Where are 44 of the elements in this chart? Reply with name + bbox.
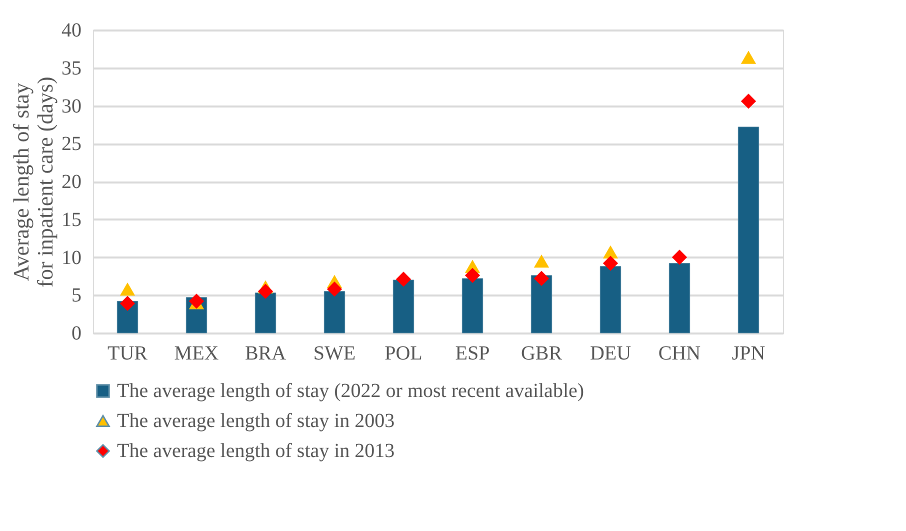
- point: [464, 268, 480, 284]
- x-tick-label: CHN: [658, 342, 701, 364]
- bar: [392, 280, 414, 334]
- x-tick-label: JPN: [732, 342, 766, 364]
- y-tick-label: 35: [62, 57, 82, 80]
- y-tick-label: 10: [62, 246, 82, 269]
- point: [740, 94, 756, 109]
- point: [326, 281, 342, 297]
- x-tick-label: POL: [384, 342, 422, 364]
- point: [396, 272, 412, 287]
- y-tick-label: 25: [62, 133, 82, 156]
- point: [602, 245, 618, 259]
- point: [534, 254, 550, 268]
- legend-label: The average length of stay in 2003: [117, 410, 395, 432]
- point: [740, 50, 756, 64]
- x-tick-label: DEU: [590, 342, 632, 364]
- bar: [738, 126, 760, 334]
- x-tick-label: ESP: [455, 342, 490, 364]
- bar: [254, 292, 276, 334]
- y-tick-label: 30: [62, 95, 82, 118]
- point: [534, 270, 550, 286]
- bar: [462, 278, 484, 334]
- legend-label: The average length of stay (2022 or most recent available): [117, 380, 584, 402]
- y-tick-label: 15: [62, 208, 82, 231]
- y-tick-label: 0: [72, 322, 82, 344]
- x-tick-label: GBR: [520, 342, 563, 364]
- point: [258, 284, 274, 299]
- point: [120, 282, 136, 296]
- point: [120, 296, 136, 312]
- bar: [668, 263, 690, 334]
- x-tick-label: SWE: [313, 342, 356, 364]
- bar: [600, 266, 622, 334]
- legend-label: The average length of stay in 2013: [117, 440, 395, 462]
- y-tick-label: 20: [62, 171, 82, 193]
- x-tick-label: BRA: [244, 342, 287, 364]
- bar: [324, 291, 346, 334]
- bar: [530, 275, 552, 334]
- y-axis-title: Average length of stay for inpatient care (days): [8, 76, 58, 288]
- x-tick-label: MEX: [174, 342, 220, 364]
- y-tick-label: 5: [72, 284, 82, 307]
- point: [672, 250, 688, 265]
- point: [602, 256, 618, 271]
- x-tick-label: TUR: [108, 342, 148, 364]
- y-tick-label: 40: [62, 20, 82, 42]
